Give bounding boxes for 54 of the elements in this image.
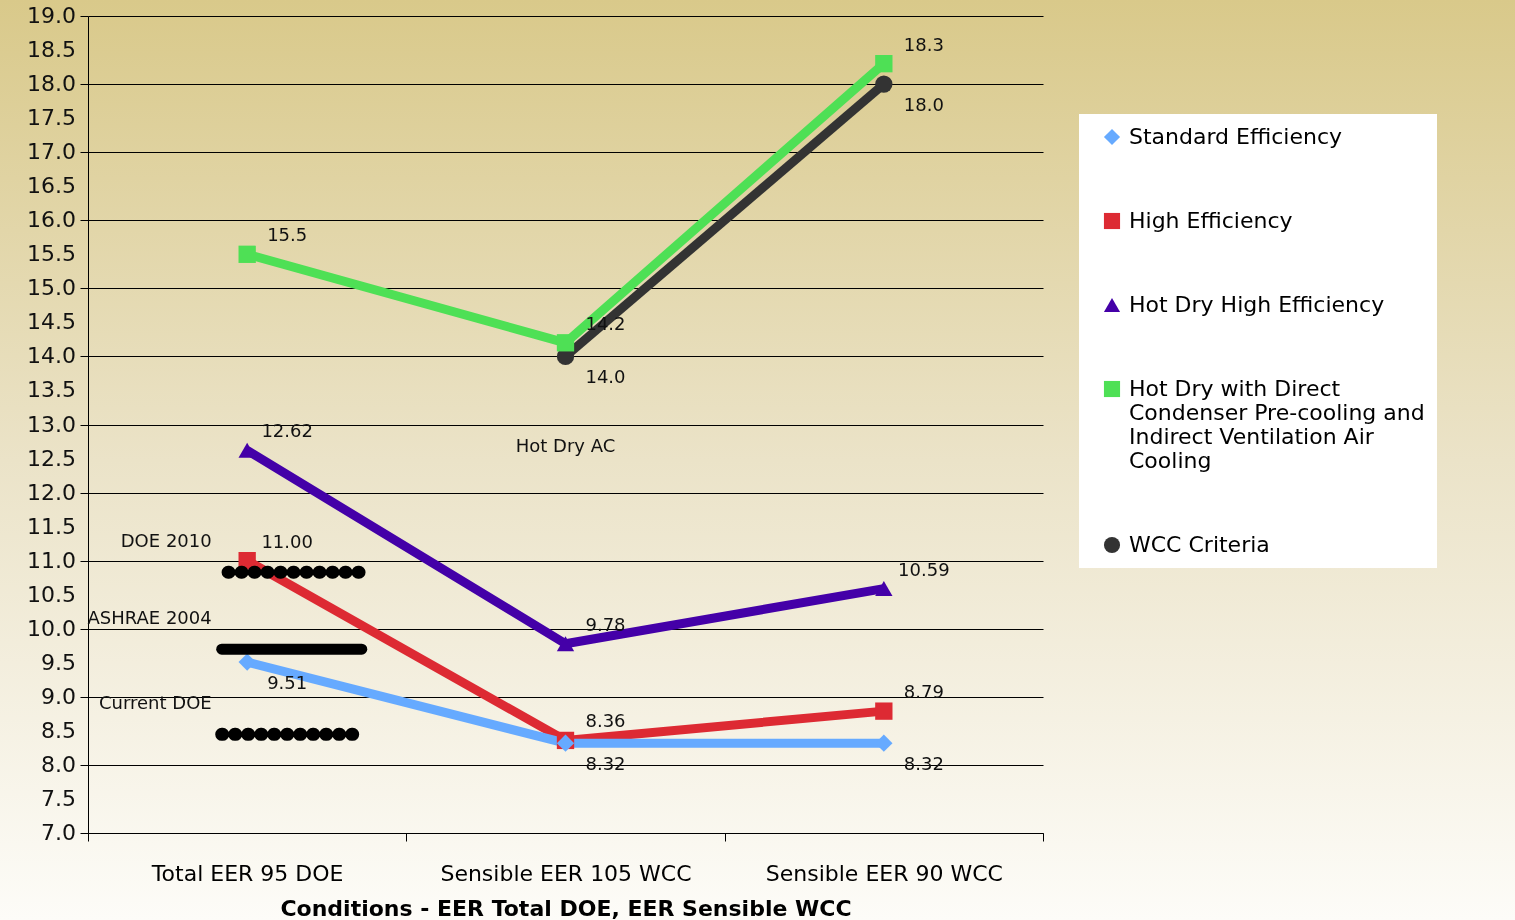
legend-label: Standard Efficiency (1129, 124, 1343, 149)
point (875, 55, 893, 73)
point (238, 245, 256, 263)
legend-label: WCC Criteria (1129, 532, 1270, 557)
data-label: 18.3 (903, 33, 944, 55)
data-label: 12.62 (261, 420, 313, 442)
annotation: Hot Dry AC (515, 435, 616, 456)
y-tick-label: 9.5 (41, 649, 76, 675)
data-label: 10.59 (898, 558, 950, 580)
data-label: 15.5 (267, 224, 308, 246)
x-axis-title: Conditions - EER Total DOE, EER Sensible WCC (280, 895, 852, 920)
y-tick-label: 17.0 (27, 139, 76, 165)
data-label: 8.79 (903, 681, 944, 703)
data-label: 9.51 (267, 672, 308, 694)
legend-label: Hot Dry High Efficiency (1129, 292, 1385, 317)
y-tick-label: 7.0 (41, 820, 76, 845)
point (875, 581, 893, 597)
y-tick-label: 18.5 (27, 37, 76, 63)
data-label: 18.0 (903, 94, 944, 116)
data-label: 11.00 (261, 530, 313, 552)
legend-label: Hot Dry with Direct Condenser Pre-cooling and Indirect Ventilation Air Cooling (1129, 376, 1425, 473)
y-tick-label: 18.0 (27, 71, 76, 97)
point (875, 75, 893, 93)
y-tick-label: 16.5 (27, 173, 76, 199)
x-tick-label: Sensible EER 105 WCC (440, 860, 692, 886)
y-tick-label: 15.0 (27, 275, 76, 301)
y-tick-label: 8.5 (41, 717, 76, 743)
data-label: 14.0 (585, 366, 626, 388)
y-tick-label: 17.5 (27, 105, 76, 131)
y-tick-label: 7.5 (41, 785, 76, 811)
y-tick-label: 14.0 (27, 343, 76, 369)
y-tick-label: 19.0 (27, 3, 76, 28)
y-tick-label: 9.0 (41, 683, 76, 709)
y-tick-label: 11.5 (27, 513, 76, 539)
y-tick-label: 13.5 (27, 377, 76, 403)
ref-line-label: Current DOE (98, 692, 212, 714)
y-tick-label: 8.0 (41, 751, 76, 777)
point (875, 702, 893, 720)
y-tick-label: 14.5 (27, 309, 76, 335)
y-tick-label: 15.5 (27, 241, 76, 267)
x-tick-label: Sensible EER 90 WCC (765, 860, 1003, 886)
point (556, 636, 575, 652)
ref-line-label: DOE 2010 (120, 530, 212, 552)
point (556, 334, 575, 352)
x-tick-label: Total EER 95 DOE (150, 860, 344, 886)
y-tick-label: 10.5 (27, 581, 76, 607)
y-tick-label: 11.0 (27, 547, 76, 573)
legend-label: High Efficiency (1129, 208, 1293, 233)
y-tick-label: 10.0 (27, 615, 76, 641)
y-tick-label: 12.5 (27, 445, 76, 471)
y-tick-label: 12.0 (27, 479, 76, 505)
data-label: 8.36 (585, 710, 626, 732)
y-tick-label: 16.0 (27, 207, 76, 233)
y-tick-label: 13.0 (27, 411, 76, 437)
